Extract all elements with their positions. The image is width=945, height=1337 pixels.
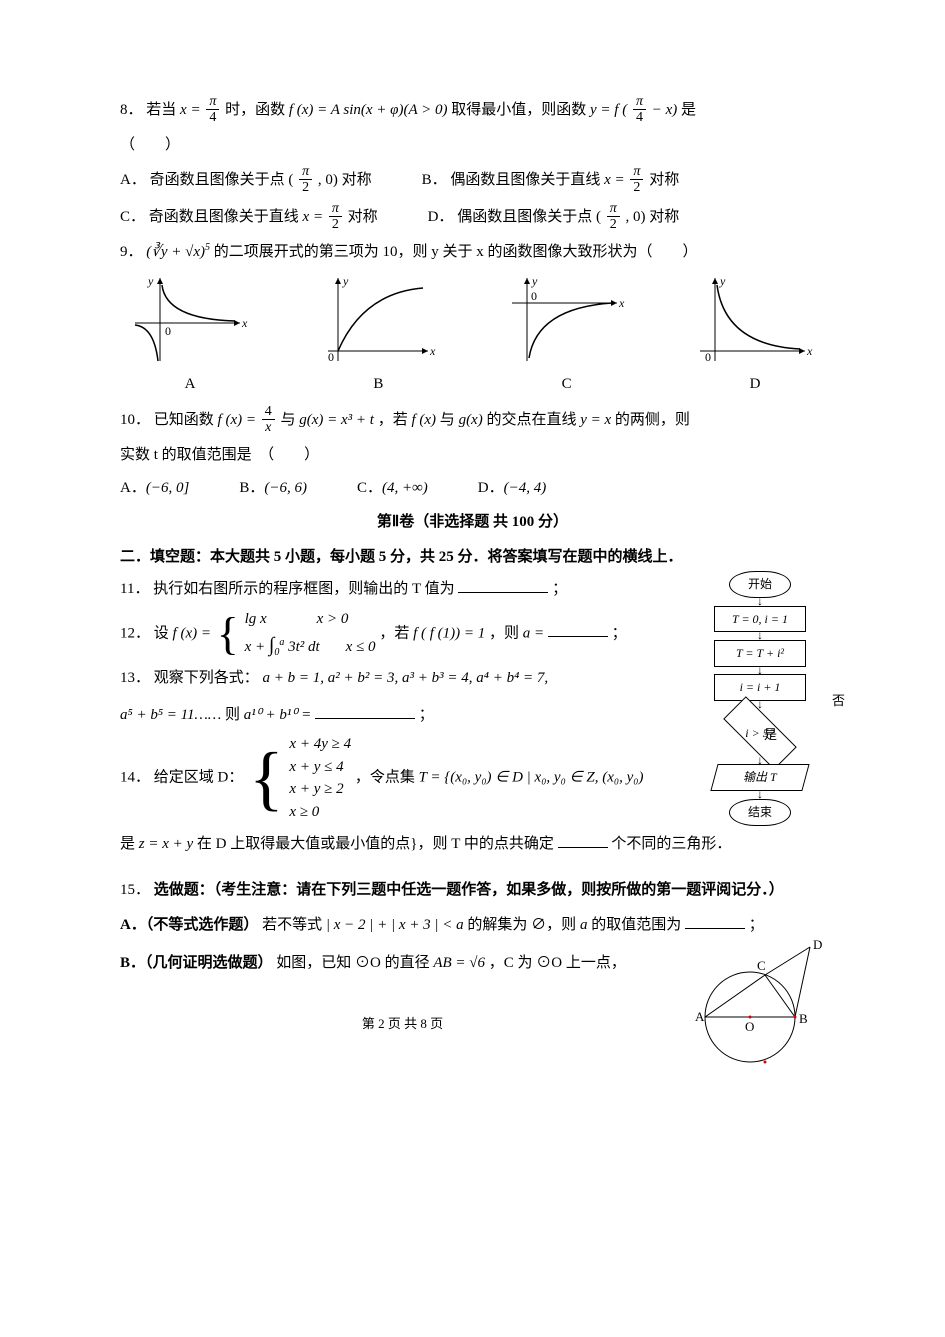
axis-x: x xyxy=(241,316,248,330)
svg-text:0: 0 xyxy=(705,350,711,364)
flow-no: 否 xyxy=(832,689,845,714)
q9-label-c: C xyxy=(497,370,637,399)
q8-optD: D． 偶函数且图像关于点 ( π2 , 0) 对称 xyxy=(428,201,680,234)
q10-line1: 10． 已知函数 f (x) = 4x 与 g(x) = x³ + t ，若 f… xyxy=(120,404,825,437)
q9-labels: A B C D xyxy=(120,370,825,399)
q15-A: A．（不等式选作题） 若不等式 | x − 2 | + | x + 3 | < … xyxy=(120,911,825,940)
flow-yes: 是 xyxy=(764,723,777,748)
q9-label-b: B xyxy=(308,370,448,399)
q8-optA: A． 奇函数且图像关于点 ( π2 , 0) 对称 xyxy=(120,164,372,197)
q9-label-d: D xyxy=(685,370,825,399)
svg-text:0: 0 xyxy=(328,350,334,364)
circle-figure: A B C D O xyxy=(685,937,825,1067)
axis-o: 0 xyxy=(165,324,171,338)
q9-graph-d: x y 0 xyxy=(685,273,825,368)
q9-graph-a: x y 0 xyxy=(120,273,260,368)
section2-title: 二．填空题：本大题共 5 小题，每小题 5 分，共 25 分．将答案填写在题中的… xyxy=(120,543,825,572)
q8-num: 8． xyxy=(120,102,143,118)
flow-output: 输出 T xyxy=(710,764,809,791)
q8-paren: （ ） xyxy=(120,131,825,160)
blank xyxy=(315,718,415,719)
label-D: D xyxy=(813,937,822,952)
svg-text:y: y xyxy=(531,274,538,288)
q9-graph-b: x y 0 xyxy=(308,273,448,368)
svg-text:x: x xyxy=(429,344,436,358)
label-O: O xyxy=(745,1019,754,1034)
q9-graphs: x y 0 x y 0 x y 0 x xyxy=(120,273,825,368)
q8-line1: 8． 若当 x = π4 时，函数 f (x) = A sin(x + φ)(A… xyxy=(120,94,825,127)
label-A: A xyxy=(695,1009,705,1024)
blank xyxy=(548,636,608,637)
svg-text:x: x xyxy=(618,296,625,310)
q9-line: 9． (∛y + √x)5 的二项展开式的第三项为 10，则 y 关于 x 的函… xyxy=(120,238,825,267)
svg-text:0: 0 xyxy=(531,289,537,303)
q8-optB: B． 偶函数且图像关于直线 x = π2 对称 xyxy=(422,164,680,197)
arrow-icon: ↓ xyxy=(695,700,825,710)
blank xyxy=(685,928,745,929)
q8-opts-row1: A． 奇函数且图像关于点 ( π2 , 0) 对称 B． 偶函数且图像关于直线 … xyxy=(120,164,825,197)
part2-title: 第Ⅱ卷（非选择题 共 100 分） xyxy=(120,508,825,537)
flowchart: 开始 ↓ T = 0, i = 1 ↓ T = T + i² ↓ i = i +… xyxy=(695,571,825,825)
axis-y: y xyxy=(147,274,154,288)
q10-opts: A．(−6, 0] B．(−6, 6) C．(4, +∞) D．(−4, 4) xyxy=(120,474,825,503)
blank xyxy=(558,847,608,848)
label-B: B xyxy=(799,1011,808,1026)
arrow-icon: ↓ xyxy=(695,790,825,800)
q10-line2: 实数 t 的取值范围是 （ ） xyxy=(120,441,825,470)
q8-optC: C． 奇函数且图像关于直线 x = π2 对称 xyxy=(120,201,378,234)
q9-label-a: A xyxy=(120,370,260,399)
q14-line2: 是 z = x + y 在 D 上取得最大值或最小值的点}，则 T 中的点共确定… xyxy=(120,830,825,859)
svg-text:y: y xyxy=(719,274,726,288)
q15-title: 15． 选做题：（考生注意：请在下列三题中任选一题作答，如果多做，则按所做的第一… xyxy=(120,876,825,905)
blank xyxy=(458,592,548,593)
label-C: C xyxy=(757,958,766,973)
q9-graph-c: x y 0 xyxy=(497,273,637,368)
svg-text:x: x xyxy=(806,344,813,358)
svg-text:y: y xyxy=(342,274,349,288)
q8-opts-row2: C． 奇函数且图像关于直线 x = π2 对称 D． 偶函数且图像关于点 ( π… xyxy=(120,201,825,234)
flow-end: 结束 xyxy=(729,799,791,826)
